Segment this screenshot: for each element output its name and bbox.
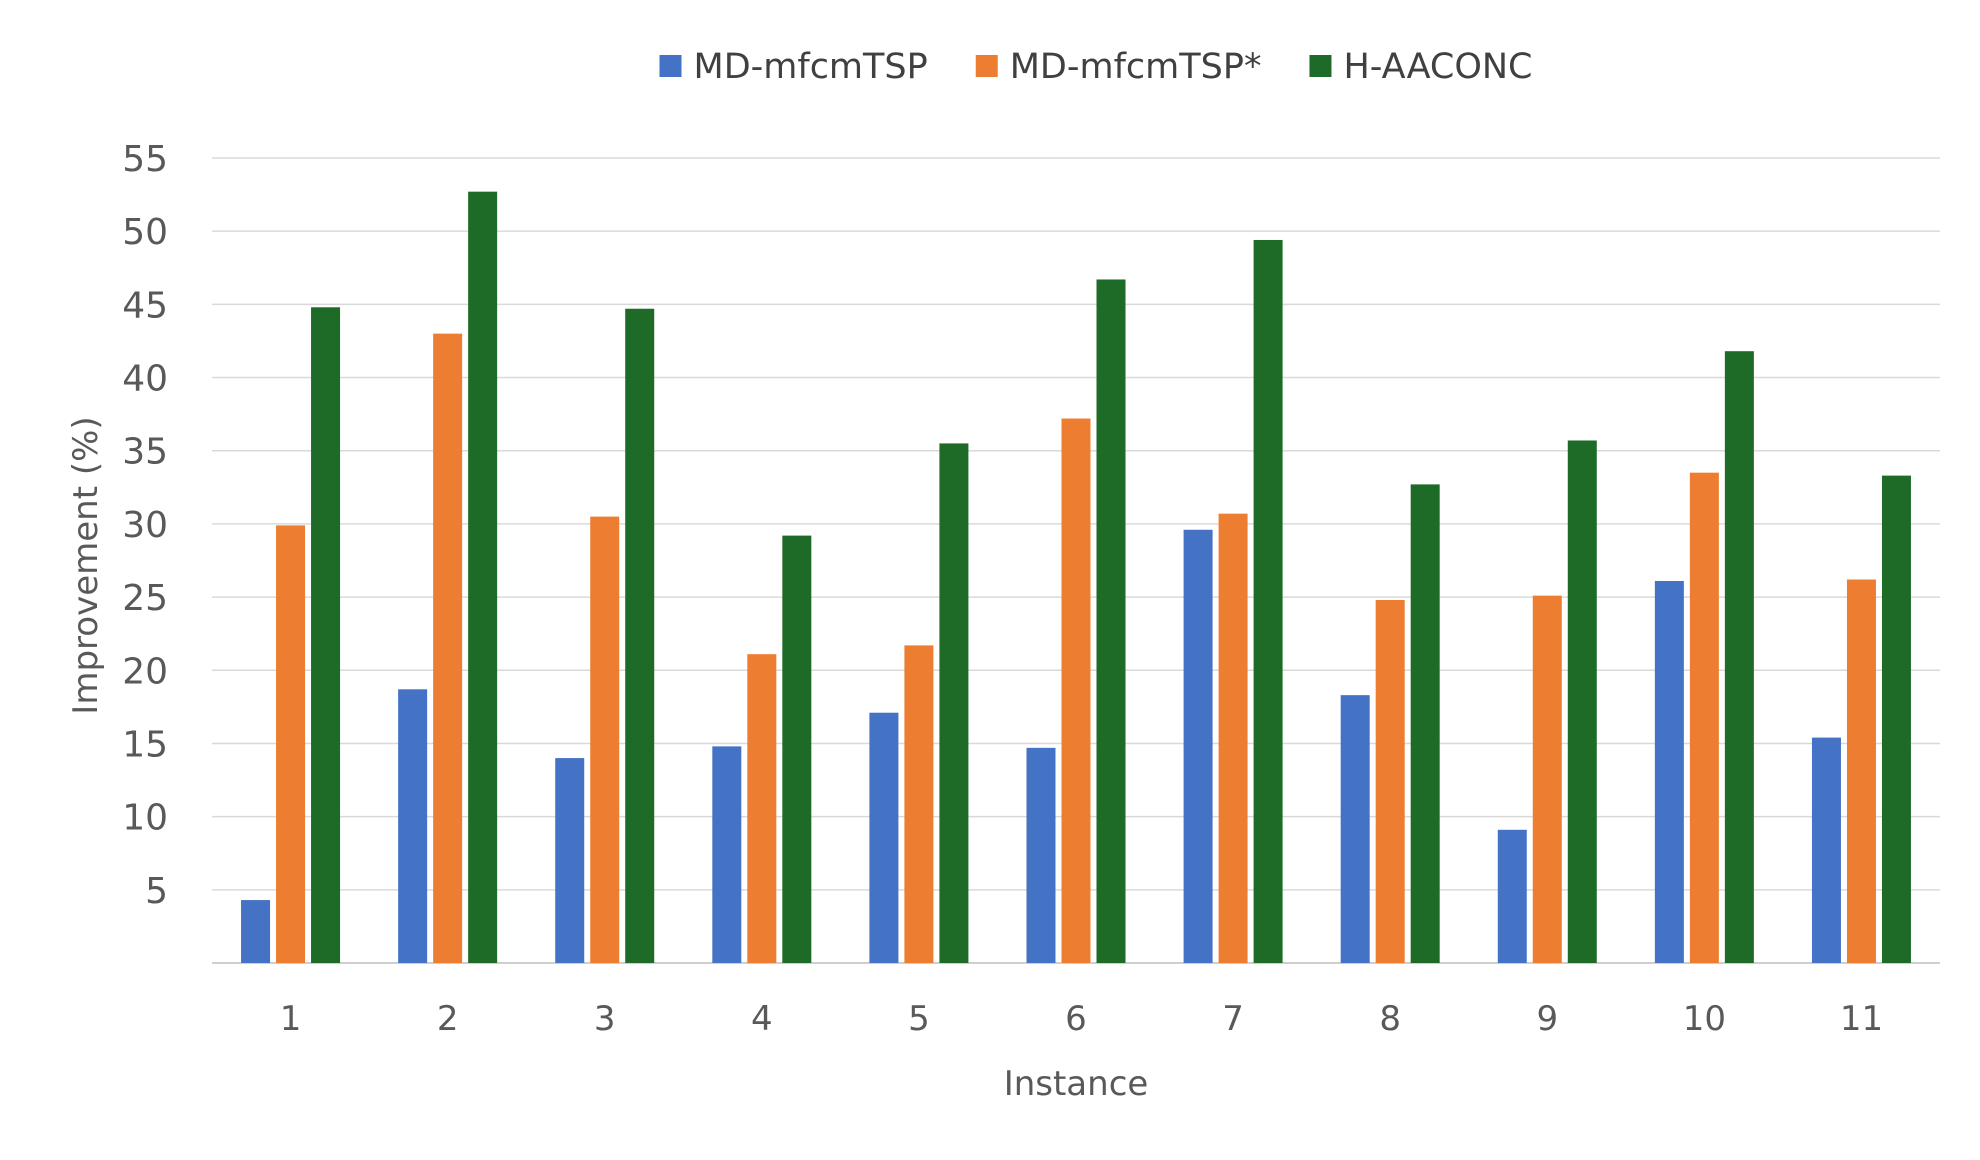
legend-label: MD-mfcmTSP*	[1010, 47, 1262, 87]
bar-h-aaconc-2	[468, 191, 498, 963]
bar-md-mfcmtsp-3	[555, 758, 585, 963]
bar-md-mfcmtsp-1	[241, 900, 271, 963]
legend: MD-mfcmTSP MD-mfcmTSP* H-AACONC	[659, 47, 1533, 87]
bar-md-mfcmtsp-8	[1340, 695, 1370, 963]
y-tick-label: 10	[122, 798, 168, 839]
y-tick-label: 55	[122, 139, 168, 180]
bar-md-mfcmtsp-11	[1811, 737, 1841, 963]
x-tick-label: 2	[437, 999, 459, 1039]
x-tick-label: 9	[1536, 999, 1558, 1039]
y-tick-label: 35	[122, 432, 168, 473]
bar-md-mfcmtsp-6	[1026, 747, 1056, 963]
x-tick-label: 6	[1065, 999, 1087, 1039]
bar-md-mfcmtsp-10	[1654, 580, 1684, 963]
bar-md-mfcmtsp-11	[1846, 579, 1876, 963]
bar-h-aaconc-5	[939, 443, 969, 964]
bar-h-aaconc-6	[1096, 279, 1126, 963]
bar-md-mfcmtsp-6	[1061, 418, 1091, 963]
bar-h-aaconc-11	[1881, 475, 1911, 963]
x-axis-title: Instance	[1004, 1064, 1149, 1104]
bar-h-aaconc-10	[1724, 351, 1754, 963]
legend-item-md-mfcmtsp: MD-mfcmTSP*	[975, 47, 1262, 87]
legend-label: MD-mfcmTSP	[694, 47, 928, 87]
bar-md-mfcmtsp-7	[1218, 513, 1248, 963]
bar-md-mfcmtsp-5	[904, 645, 934, 963]
bars	[241, 191, 1911, 964]
y-tick-label: 5	[145, 871, 168, 912]
bar-md-mfcmtsp-5	[869, 712, 899, 963]
bar-h-aaconc-4	[782, 535, 812, 963]
bar-h-aaconc-3	[625, 308, 655, 964]
legend-swatch	[975, 55, 998, 77]
x-tick-label: 7	[1222, 999, 1244, 1039]
legend-swatch	[1309, 55, 1332, 77]
x-tick-label: 5	[908, 999, 930, 1039]
bar-md-mfcmtsp-9	[1497, 829, 1527, 963]
y-tick-label: 20	[122, 651, 168, 692]
bar-md-mfcmtsp-7	[1183, 529, 1213, 963]
bar-md-mfcmtsp-1	[276, 525, 306, 963]
x-tick-label: 11	[1840, 999, 1883, 1039]
x-axis-ticks: 1 2 3 4 5 6 7 8 9 10 11	[280, 999, 1883, 1039]
x-tick-label: 10	[1683, 999, 1726, 1039]
bar-md-mfcmtsp-10	[1689, 472, 1719, 963]
legend-item-h-aaconc: H-AACONC	[1309, 47, 1533, 87]
x-tick-label: 4	[751, 999, 773, 1039]
bar-md-mfcmtsp-2	[433, 333, 463, 963]
legend-swatch	[659, 55, 682, 77]
y-tick-label: 40	[122, 359, 168, 400]
legend-item-md-mfcmtsp: MD-mfcmTSP	[659, 47, 928, 87]
y-tick-label: 45	[122, 285, 168, 326]
y-tick-label: 50	[122, 212, 168, 253]
bar-md-mfcmtsp-3	[590, 516, 620, 963]
bar-md-mfcmtsp-2	[398, 689, 428, 963]
bar-md-mfcmtsp-4	[712, 746, 742, 963]
y-axis-title: Improvement (%)	[66, 416, 106, 714]
x-tick-label: 3	[594, 999, 616, 1039]
bar-h-aaconc-1	[311, 307, 341, 964]
bar-md-mfcmtsp-4	[747, 654, 777, 963]
bar-md-mfcmtsp-9	[1532, 595, 1562, 963]
x-tick-label: 1	[280, 999, 302, 1039]
y-tick-label: 30	[122, 505, 168, 546]
y-axis-ticks: 5 10 15 20 25 30 35 40 45 50 55	[122, 139, 168, 912]
y-tick-label: 15	[122, 724, 168, 765]
bar-md-mfcmtsp-8	[1375, 600, 1405, 963]
y-tick-label: 25	[122, 578, 168, 619]
legend-label: H-AACONC	[1343, 47, 1532, 87]
bar-h-aaconc-7	[1253, 239, 1283, 964]
x-tick-label: 8	[1379, 999, 1401, 1039]
bar-h-aaconc-8	[1410, 484, 1440, 963]
bar-h-aaconc-9	[1567, 440, 1597, 963]
